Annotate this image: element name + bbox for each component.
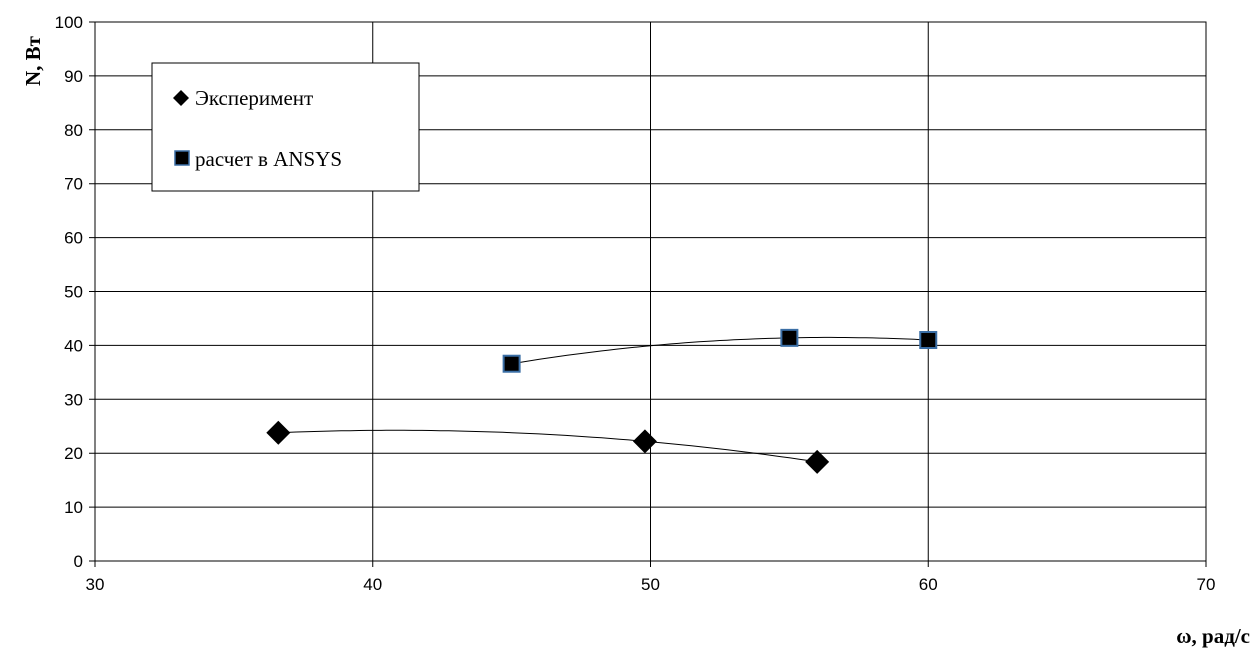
experiment-point <box>266 420 291 445</box>
x-tick-labels: 30 40 50 60 70 <box>86 575 1216 594</box>
y-tick-label: 30 <box>64 390 83 409</box>
y-tick-label: 40 <box>64 336 83 355</box>
y-tick-label: 80 <box>64 121 83 140</box>
experiment-point <box>632 429 657 454</box>
x-tick-label: 50 <box>641 575 660 594</box>
y-tick-label: 90 <box>64 67 83 86</box>
y-axis-title: N, Вт <box>21 35 45 86</box>
y-tick-label: 20 <box>64 444 83 463</box>
trend-line-2 <box>511 336 929 365</box>
y-tick-labels: 0 10 20 30 40 50 60 70 80 90 100 <box>55 13 83 571</box>
ansys-point <box>919 331 938 350</box>
ansys-point <box>502 354 521 373</box>
x-tick-label: 30 <box>86 575 105 594</box>
y-tick-label: 50 <box>64 283 83 302</box>
y-tick-label: 60 <box>64 229 83 248</box>
legend-diamond-icon <box>173 90 189 106</box>
plot-area <box>94 21 1207 562</box>
y-tick-label: 70 <box>64 175 83 194</box>
ansys-point <box>780 328 799 347</box>
y-tick-label: 0 <box>74 552 83 571</box>
legend-square-icon <box>174 150 190 166</box>
x-tick-label: 70 <box>1197 575 1216 594</box>
x-tick-label: 60 <box>919 575 938 594</box>
legend: Эксперимент расчет в ANSYS <box>151 62 420 192</box>
x-tick-label: 40 <box>363 575 382 594</box>
x-axis-title: ω, рад/с <box>1176 624 1250 648</box>
trend-lines <box>278 336 929 463</box>
y-tick-label: 10 <box>64 498 83 517</box>
experiment-point <box>805 449 830 474</box>
y-tick-label: 100 <box>55 13 83 32</box>
data-markers <box>266 328 938 474</box>
legend-label-experiment: Эксперимент <box>195 86 313 110</box>
trend-line-1 <box>278 429 818 463</box>
legend-box <box>151 62 420 192</box>
legend-label-ansys: расчет в ANSYS <box>195 147 342 171</box>
